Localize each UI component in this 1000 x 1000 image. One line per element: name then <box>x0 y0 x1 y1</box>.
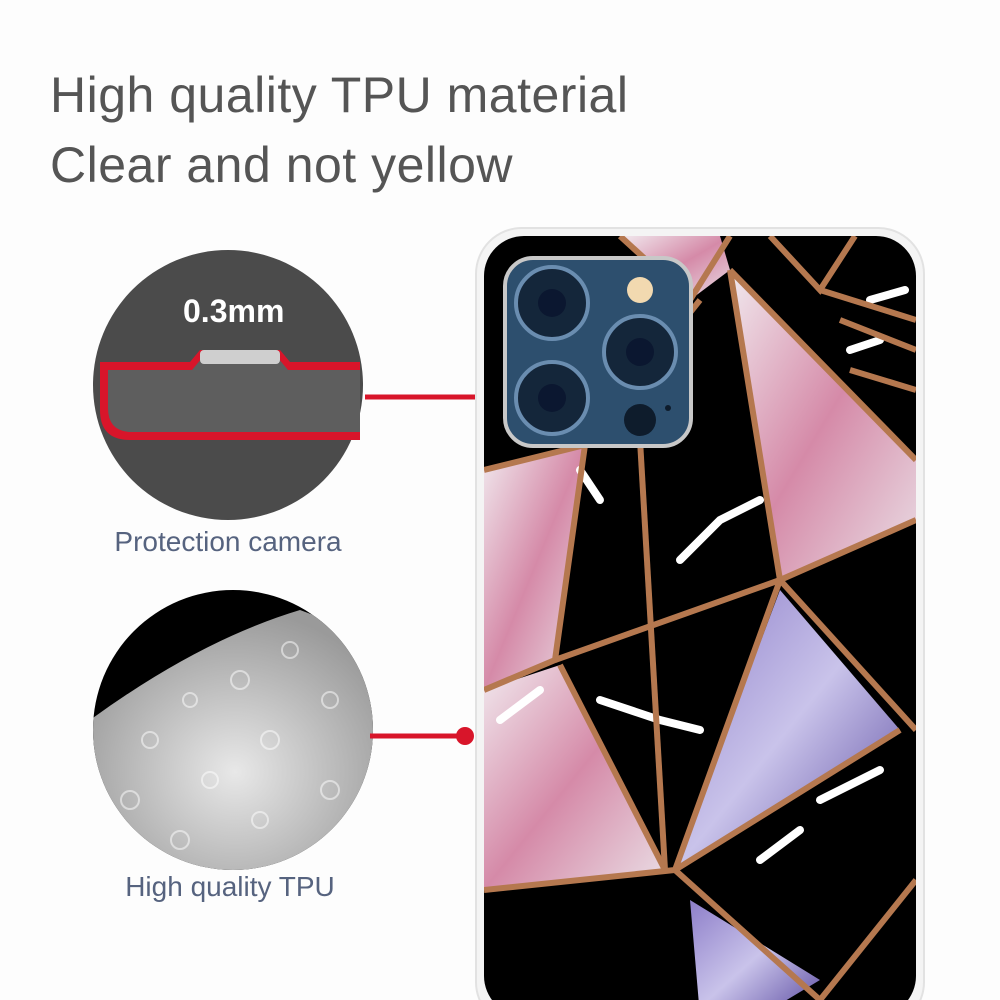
high-quality-tpu-label: High quality TPU <box>125 871 335 902</box>
headline-line-2: Clear and not yellow <box>50 137 514 193</box>
thickness-label: 0.3mm <box>183 293 285 329</box>
protection-camera-label: Protection camera <box>114 526 342 557</box>
tpu-material-callout <box>93 590 373 870</box>
camera-protection-callout <box>93 250 363 520</box>
camera-module <box>503 256 693 448</box>
callout-dot-tpu <box>456 727 474 745</box>
headline-line-1: High quality TPU material <box>50 67 629 123</box>
phone-case <box>475 227 925 1000</box>
